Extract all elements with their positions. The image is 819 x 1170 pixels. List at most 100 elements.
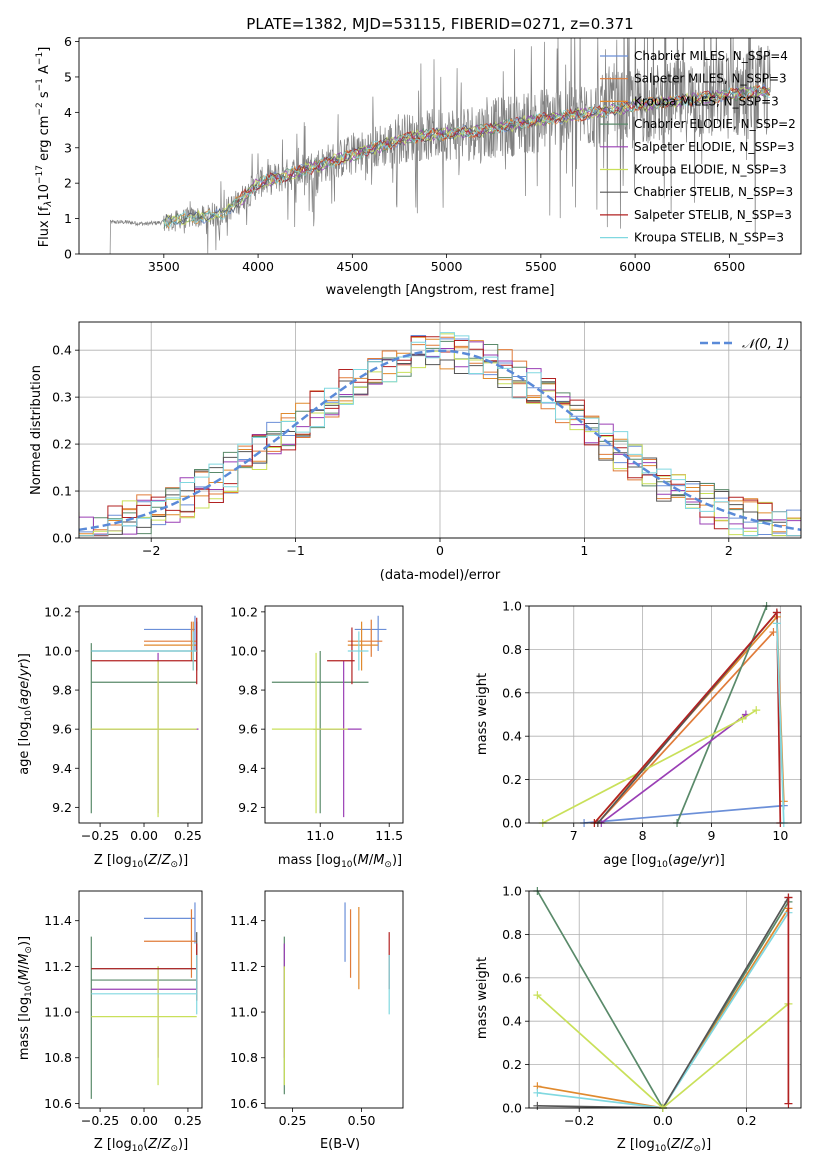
axes-frame [78, 321, 802, 539]
mass-weight-marker [769, 628, 778, 637]
mass-weight-line [536, 994, 789, 1108]
y-tick-label: 10.8 [230, 1050, 258, 1065]
residual-panel: −2 −1 0 1 2 0.0 0.1 0.2 0.3 0.4 𝒩(0, 1) [52, 321, 802, 558]
p7-xlabel: E(B-V) [320, 1137, 360, 1152]
x-tick-label: 5500 [525, 259, 557, 274]
mass-weight-marker [786, 712, 795, 721]
legend-label: Kroupa STELIB, N_SSP=3 [634, 231, 784, 245]
x-tick-label: 6500 [713, 259, 745, 274]
legend-label: Chabrier STELIB, N_SSP=3 [634, 185, 793, 199]
spectrum-model-line [163, 86, 771, 228]
p3-ylabel: age [log10(age/yr)] [17, 653, 34, 775]
y-tick-label: 0.8 [502, 927, 522, 942]
y-tick-label: 0.0 [52, 531, 72, 546]
y-tick-label: 1.0 [502, 884, 522, 899]
mass-weight-marker [533, 1088, 542, 1097]
x-tick-label: −2 [142, 543, 160, 558]
mass-weight-line [537, 912, 790, 1108]
mass-weight-marker [738, 714, 747, 723]
y-tick-label: 10.2 [230, 604, 258, 619]
y-tick-label: 0.4 [502, 729, 522, 744]
axes-frame [78, 890, 203, 1109]
y-tick-label: 0.2 [52, 437, 72, 452]
y-tick-label: 9.4 [238, 761, 258, 776]
axes-frame [264, 890, 404, 1109]
residual-histogram-step [79, 332, 801, 537]
axes-frame [78, 605, 203, 824]
y-tick-label: 10.6 [230, 1096, 258, 1111]
x-tick-label: 7 [570, 828, 578, 843]
spectrum-panel: 3500 4000 4500 5000 5500 6000 6500 0 1 2 3 4 5 6 Chabr… [64, 34, 802, 274]
y-tick-label: 0.4 [502, 1014, 522, 1029]
y-tick-label: 11.0 [230, 1005, 258, 1020]
x-tick-label: 0 [436, 543, 444, 558]
axes-frame [528, 890, 802, 1109]
mass-vs-ebv-panel: 0.25 0.50 10.6 10.8 11.0 11.2 11.4 [230, 890, 404, 1128]
x-tick-label: −0.2 [564, 1113, 594, 1128]
mass-weight-line [537, 897, 790, 1108]
y-tick-label: 0.0 [502, 816, 522, 831]
axes-frame [264, 605, 404, 824]
y-tick-label: 9.8 [52, 683, 72, 698]
y-tick-label: 0.0 [502, 1101, 522, 1116]
legend-label: Salpeter ELODIE, N_SSP=3 [634, 140, 795, 154]
y-tick-label: 0.4 [52, 343, 72, 358]
y-tick-label: 3 [64, 140, 72, 155]
x-tick-label: −0.25 [81, 1113, 119, 1128]
normal-curve [78, 349, 802, 532]
p8-ylabel: mass weight [475, 957, 490, 1039]
legend-label: Chabrier MILES, N_SSP=4 [634, 49, 788, 63]
y-tick-label: 9.6 [52, 722, 72, 737]
residual-ylabel: Normed distribution [29, 365, 44, 495]
spectrum-model-line [237, 86, 770, 206]
y-tick-label: 10.0 [230, 643, 258, 658]
age-vs-z-panel: −0.25 0.00 0.25 9.2 9.4 9.6 9.8 10.0 10.2 [44, 604, 203, 843]
x-tick-label: −1 [286, 543, 304, 558]
x-tick-label: 0.25 [174, 828, 202, 843]
y-tick-label: 0.3 [52, 390, 72, 405]
mass-weight-line [537, 907, 790, 1108]
p8-xlabel: Z [log10(Z/Z⊙)] [617, 1137, 711, 1154]
p4-xlabel: mass [log10(M/M⊙)] [278, 853, 402, 870]
x-tick-label: 4500 [336, 259, 368, 274]
legend-label: Kroupa MILES, N_SSP=3 [634, 94, 779, 108]
y-tick-label: 9.4 [52, 761, 72, 776]
legend-label: Chabrier ELODIE, N_SSP=2 [634, 117, 796, 131]
x-tick-label: 0.2 [737, 1113, 757, 1128]
mass-weight-marker [772, 608, 781, 617]
mass-weight-line [536, 891, 790, 1108]
axes-frame [78, 37, 802, 255]
x-tick-label: 3500 [148, 259, 180, 274]
y-tick-label: 11.2 [230, 959, 258, 974]
x-tick-label: 8 [639, 828, 647, 843]
y-tick-label: 10.0 [44, 643, 72, 658]
y-tick-label: 2 [64, 176, 72, 191]
mass-weight-marker [752, 706, 761, 715]
x-tick-label: 0.00 [130, 1113, 158, 1128]
mass-weight-line [597, 631, 775, 823]
spectrum-model-line [163, 87, 771, 226]
y-tick-label: 0 [64, 247, 72, 262]
y-tick-label: 10.2 [44, 604, 72, 619]
x-tick-label: 0.25 [174, 1113, 202, 1128]
mass-weight-line [776, 623, 785, 823]
mass-weight-marker [533, 1101, 542, 1110]
y-tick-label: 0.6 [502, 970, 522, 985]
mass-weight-marker [784, 893, 793, 902]
y-tick-label: 4 [64, 105, 72, 120]
x-tick-label: 2 [725, 543, 733, 558]
x-tick-label: 11.5 [375, 828, 403, 843]
mass-weight-marker [784, 1099, 793, 1108]
x-tick-label: 0.0 [653, 1113, 673, 1128]
x-tick-label: 4000 [242, 259, 274, 274]
y-tick-label: 0.1 [52, 484, 72, 499]
y-tick-label: 0.6 [502, 685, 522, 700]
x-tick-label: 11.0 [306, 828, 334, 843]
x-tick-label: 9 [708, 828, 716, 843]
x-tick-label: 6000 [619, 259, 651, 274]
y-tick-label: 11.4 [44, 913, 72, 928]
p3-xlabel: Z [log10(Z/Z⊙)] [94, 853, 188, 870]
spectrum-ylabel: Flux [fλ10−17 erg cm−2 s−1 A−1] [35, 47, 54, 248]
y-tick-label: 9.8 [238, 683, 258, 698]
